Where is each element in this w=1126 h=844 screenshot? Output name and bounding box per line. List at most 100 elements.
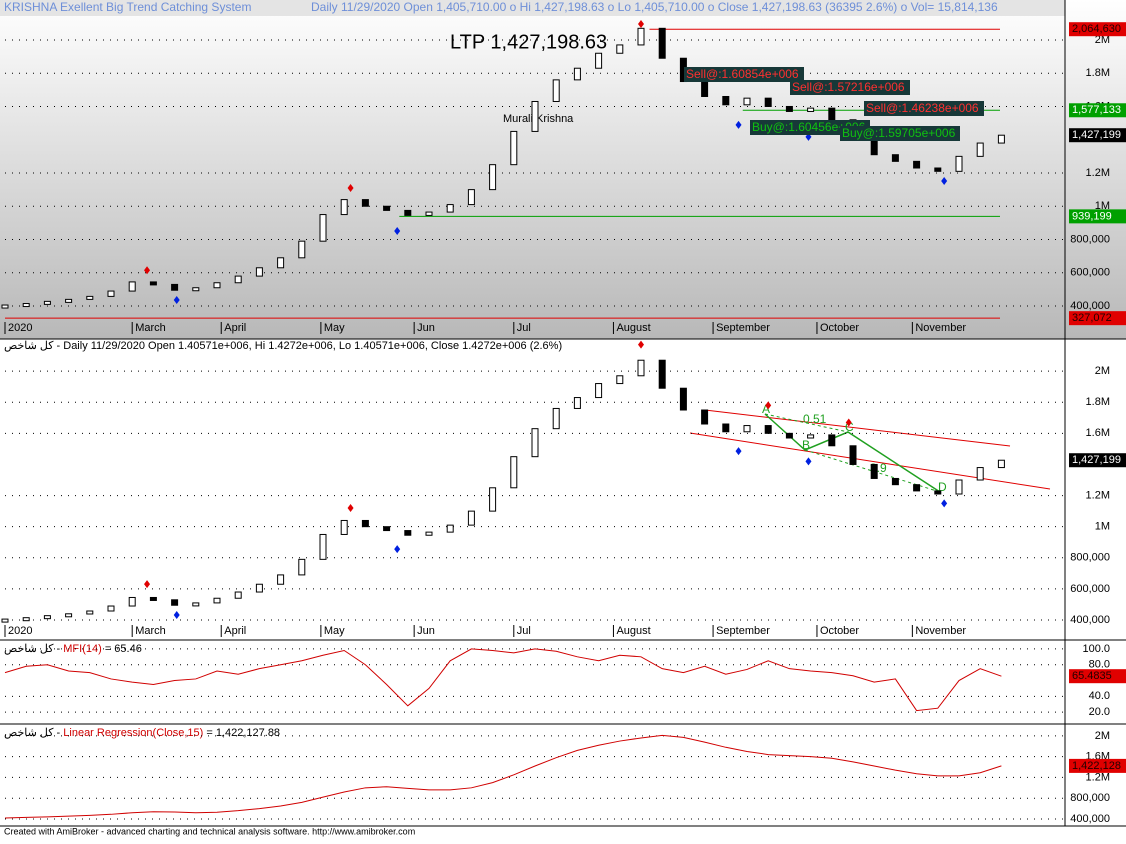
footer: Created with AmiBroker - advanced charti…	[4, 826, 415, 836]
y-tick-label: 400,000	[1070, 813, 1110, 825]
candle	[107, 605, 115, 612]
candle	[128, 281, 136, 292]
title-bar	[0, 0, 1065, 16]
signal-marker	[805, 457, 812, 466]
signal-box	[684, 67, 804, 82]
level-label: 2,064,630	[1072, 23, 1121, 35]
pattern-line	[764, 413, 941, 493]
candle	[531, 100, 539, 132]
y-tick-label: 2M	[1095, 730, 1110, 742]
candle	[807, 107, 815, 112]
last-value-label: 1,422,128	[1072, 760, 1121, 772]
level-box	[1069, 22, 1126, 37]
candle	[404, 530, 412, 536]
candle	[637, 359, 645, 377]
candle	[149, 596, 157, 601]
last-value-label: 1,427,199	[1072, 129, 1121, 141]
signal-marker	[941, 176, 948, 185]
candle	[595, 383, 603, 399]
signal-marker	[765, 401, 772, 410]
candle	[234, 275, 242, 284]
last-value-box	[1069, 758, 1126, 773]
candle	[128, 596, 136, 607]
candle	[616, 375, 624, 385]
candle	[722, 95, 730, 106]
candle	[213, 282, 221, 289]
y-tick-label: 1.6M	[1086, 427, 1110, 439]
candle	[828, 107, 836, 121]
y-tick-label: 1.2M	[1086, 489, 1110, 501]
candle	[255, 267, 263, 277]
signal-marker	[735, 120, 742, 129]
signal-marker	[394, 545, 401, 554]
candle	[552, 79, 560, 102]
x-tick-label: August	[616, 322, 650, 334]
signal-label: Sell@:1.57216e+006	[792, 80, 905, 94]
x-tick-label: November	[915, 625, 966, 637]
x-tick-label: Jul	[517, 625, 531, 637]
candle	[764, 425, 772, 434]
y-tick-label: 800,000	[1070, 552, 1110, 564]
candle	[658, 359, 666, 389]
x-tick-label: October	[820, 322, 859, 334]
y-tick-label: 800,000	[1070, 233, 1110, 245]
signal-box	[864, 101, 984, 116]
candle	[43, 300, 51, 305]
signal-marker	[845, 418, 852, 427]
candle	[171, 599, 179, 606]
candle	[870, 139, 878, 156]
candle	[701, 409, 709, 425]
last-value-label: 65.4835	[1072, 670, 1112, 682]
x-tick-label: Jun	[417, 322, 435, 334]
x-tick-label: September	[716, 322, 770, 334]
y-tick-label: 20.0	[1089, 706, 1110, 718]
trend-channel	[689, 409, 1051, 493]
signal-label: Sell@:1.60854e+006	[686, 67, 799, 81]
y-tick-label: 800,000	[1070, 792, 1110, 804]
candle	[934, 490, 942, 495]
candle	[213, 597, 221, 604]
candle	[22, 303, 30, 308]
x-tick-label: Jul	[517, 322, 531, 334]
level-box	[1069, 311, 1126, 326]
indicator-line	[4, 734, 1002, 819]
signal-marker	[941, 499, 948, 508]
y-tick-label: 1.8M	[1086, 67, 1110, 79]
candle	[743, 425, 751, 433]
y-tick-label: 1M	[1095, 200, 1110, 212]
candle	[171, 283, 179, 291]
signal-marker	[347, 183, 354, 192]
y-tick-label: 600,000	[1070, 583, 1110, 595]
candle	[107, 290, 115, 297]
signal-label: Buy@:1.60456e+006	[752, 120, 866, 134]
candle	[1, 618, 9, 623]
x-tick-label: April	[224, 625, 246, 637]
signal-marker	[144, 266, 151, 275]
candle	[955, 479, 963, 495]
candle	[976, 467, 984, 481]
ltp: LTP 1,427,198.63	[450, 31, 607, 53]
y-tick-label: 2M	[1095, 365, 1110, 377]
candle	[510, 456, 518, 489]
candle	[149, 281, 157, 286]
candle	[467, 510, 475, 526]
x-tick-label: August	[616, 625, 650, 637]
y-tick-label: 100.0	[1082, 643, 1110, 655]
author: Murali Krishna	[503, 113, 574, 125]
candle	[510, 130, 518, 166]
pattern-ratio: 0.51	[803, 412, 827, 426]
candle	[277, 574, 285, 585]
x-tick-label: April	[224, 322, 246, 334]
last-value-box	[1069, 453, 1126, 468]
channel-line	[704, 409, 1011, 447]
y-tick-label: 1.2M	[1086, 771, 1110, 783]
candle	[319, 214, 327, 242]
y-tick-label: 40.0	[1089, 690, 1110, 702]
last-value-box	[1069, 128, 1126, 143]
candle	[849, 445, 857, 465]
y-tick-label: 1M	[1095, 521, 1110, 533]
app-title: KRISHNA Exellent Big Trend Catching Syst…	[4, 0, 251, 14]
y-tick-label: 400,000	[1070, 614, 1110, 626]
signal-marker	[735, 447, 742, 456]
candle	[404, 209, 412, 216]
